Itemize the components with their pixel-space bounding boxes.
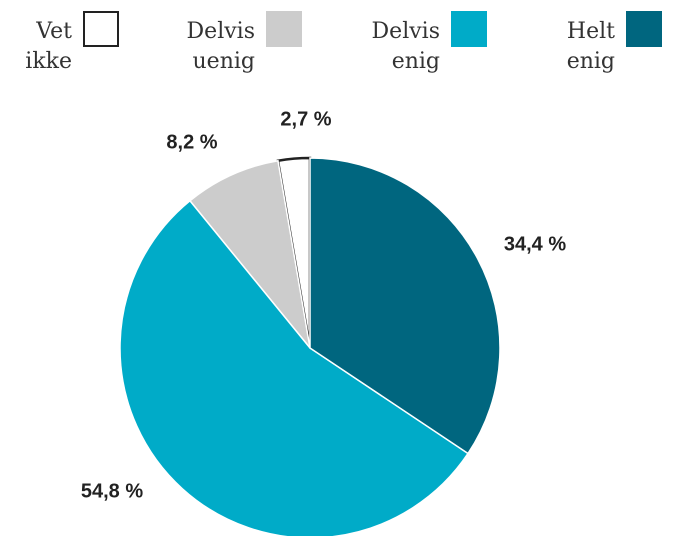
legend-swatch [626, 11, 662, 47]
pie-slice [119, 199, 470, 536]
data-label: 34,4 % [504, 233, 566, 255]
legend-swatch [266, 11, 302, 47]
legend-label: Delvis enig [372, 19, 440, 74]
pie-slice [188, 159, 312, 351]
data-label: 8,2 % [166, 131, 217, 153]
legend-label: Vet ikke [25, 19, 72, 74]
legend-swatch [451, 11, 487, 47]
data-label: 54,8 % [81, 480, 143, 502]
pie-slice [309, 157, 501, 455]
legend-swatch [83, 11, 119, 47]
data-label: 2,7 % [280, 108, 331, 130]
legend-label: Helt enig [567, 19, 615, 74]
legend-label: Delvis uenig [187, 19, 255, 74]
